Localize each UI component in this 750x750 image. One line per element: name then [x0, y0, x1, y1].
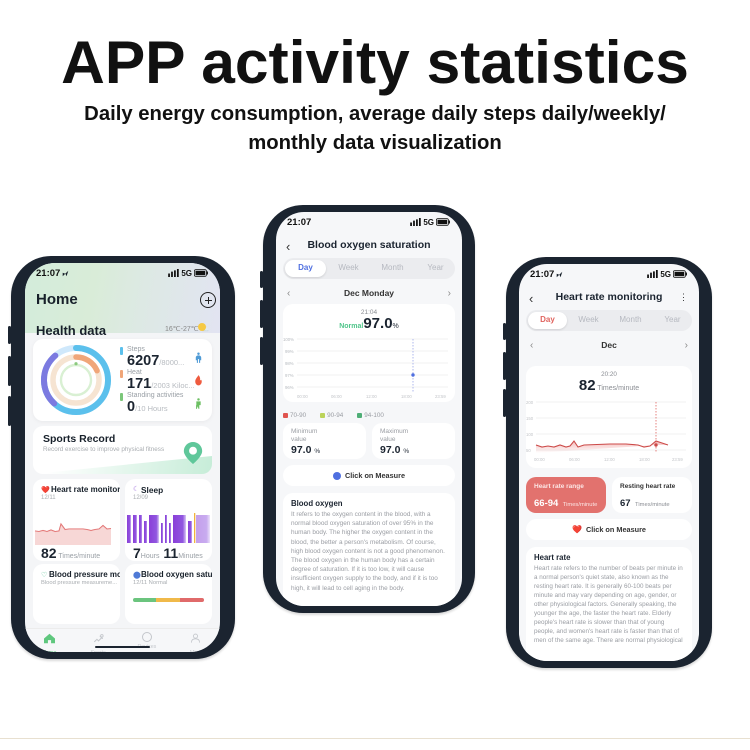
svg-text:12:00: 12:00 — [604, 457, 615, 462]
svg-text:06:00: 06:00 — [331, 394, 342, 399]
svg-text:96%: 96% — [285, 385, 294, 390]
svg-text:50: 50 — [526, 448, 531, 453]
svg-text:12:00: 12:00 — [366, 394, 377, 399]
svg-text:23:59: 23:59 — [435, 394, 446, 399]
svg-text:100%: 100% — [283, 337, 294, 342]
svg-text:00:00: 00:00 — [534, 457, 545, 462]
svg-text:18:00: 18:00 — [401, 394, 412, 399]
svg-text:23:59: 23:59 — [672, 457, 683, 462]
svg-text:98%: 98% — [285, 361, 294, 366]
svg-text:100: 100 — [526, 432, 534, 437]
svg-text:99%: 99% — [285, 349, 294, 354]
svg-text:06:00: 06:00 — [569, 457, 580, 462]
svg-text:150: 150 — [526, 416, 534, 421]
svg-text:00:00: 00:00 — [297, 394, 308, 399]
svg-text:200: 200 — [526, 400, 534, 405]
svg-text:18:00: 18:00 — [639, 457, 650, 462]
svg-text:97%: 97% — [285, 373, 294, 378]
